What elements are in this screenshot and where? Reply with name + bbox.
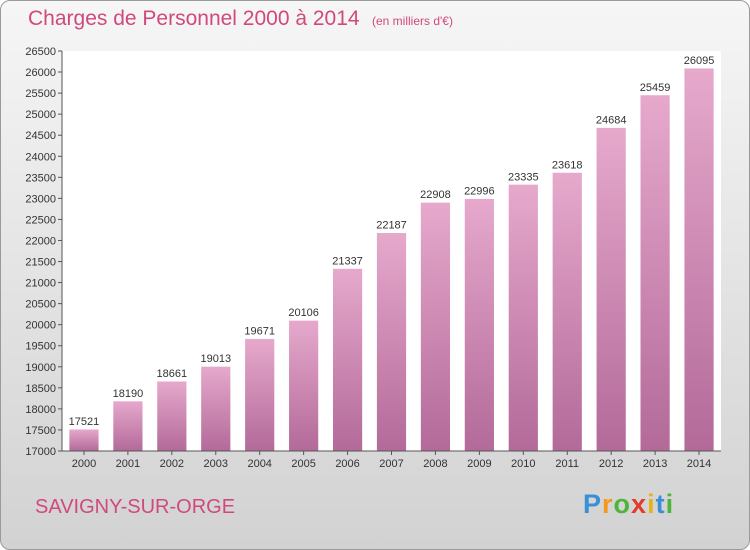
x-tick-label: 2004 bbox=[247, 458, 271, 470]
bar bbox=[683, 67, 715, 452]
bar-value-label: 22187 bbox=[376, 220, 407, 232]
x-tick-label: 2006 bbox=[335, 458, 359, 470]
bar-value-label: 24684 bbox=[596, 114, 627, 126]
y-tick-label: 23500 bbox=[25, 172, 56, 184]
proxiti-logo: Proxiti bbox=[583, 489, 674, 520]
bar-value-label: 20106 bbox=[288, 307, 319, 319]
x-tick-label: 2013 bbox=[643, 458, 667, 470]
bar bbox=[288, 319, 320, 452]
bar-value-label: 18661 bbox=[157, 368, 188, 380]
x-tick-label: 2010 bbox=[511, 458, 535, 470]
x-tick-label: 2001 bbox=[116, 458, 140, 470]
x-tick-label: 2002 bbox=[160, 458, 184, 470]
y-tick-label: 19500 bbox=[25, 341, 56, 353]
bar bbox=[244, 338, 276, 452]
x-tick-label: 2007 bbox=[379, 458, 403, 470]
bar bbox=[68, 428, 100, 452]
x-tick-label: 2003 bbox=[204, 458, 228, 470]
bar bbox=[200, 365, 232, 452]
bar-value-label: 17521 bbox=[69, 416, 100, 428]
bar-value-label: 25459 bbox=[640, 82, 671, 94]
y-tick-label: 19000 bbox=[25, 362, 56, 374]
bar bbox=[551, 171, 583, 452]
y-tick-label: 17500 bbox=[25, 425, 56, 437]
bar-value-label: 23618 bbox=[552, 159, 583, 171]
place-name: SAVIGNY-SUR-ORGE bbox=[35, 496, 236, 518]
y-tick-label: 21000 bbox=[25, 278, 56, 290]
bar bbox=[639, 94, 671, 452]
x-tick-label: 2014 bbox=[687, 458, 711, 470]
chart-title: Charges de Personnel 2000 à 2014 bbox=[28, 7, 360, 30]
logo-letter: i bbox=[665, 489, 675, 519]
bar-value-label: 21337 bbox=[332, 255, 363, 267]
bar bbox=[595, 127, 627, 452]
y-tick-label: 25500 bbox=[25, 88, 56, 100]
bar bbox=[420, 201, 451, 452]
y-tick-label: 26500 bbox=[25, 46, 56, 58]
logo-letter: r bbox=[602, 489, 614, 519]
bar-value-label: 19671 bbox=[244, 326, 275, 338]
y-tick-label: 25000 bbox=[25, 109, 56, 121]
y-tick-label: 20500 bbox=[25, 299, 56, 311]
bar-value-label: 22996 bbox=[464, 186, 495, 198]
y-tick-label: 17000 bbox=[25, 446, 56, 458]
y-tick-label: 20000 bbox=[25, 320, 56, 332]
chart-subtitle: (en milliers d'€) bbox=[372, 14, 453, 28]
y-tick-label: 23000 bbox=[25, 193, 56, 205]
y-tick-label: 22500 bbox=[25, 214, 56, 226]
bar-value-label: 22908 bbox=[420, 189, 451, 201]
logo-letter: t bbox=[655, 489, 666, 519]
bar-value-label: 19013 bbox=[200, 353, 231, 365]
x-tick-label: 2005 bbox=[291, 458, 315, 470]
bar bbox=[376, 232, 407, 452]
bar-value-label: 23335 bbox=[508, 171, 539, 183]
bar-value-label: 18190 bbox=[113, 388, 144, 400]
x-tick-label: 2009 bbox=[467, 458, 491, 470]
logo-letter: o bbox=[613, 489, 632, 519]
bar bbox=[507, 183, 539, 452]
y-tick-label: 21500 bbox=[25, 257, 56, 269]
logo-letter: i bbox=[647, 489, 656, 519]
y-tick-label: 18500 bbox=[25, 383, 56, 395]
bar bbox=[332, 267, 363, 452]
bar bbox=[463, 198, 495, 452]
x-tick-label: 2011 bbox=[555, 458, 579, 470]
y-tick-label: 24000 bbox=[25, 151, 56, 163]
x-tick-label: 2000 bbox=[72, 458, 96, 470]
logo-letter: x bbox=[631, 489, 648, 519]
bar bbox=[156, 380, 188, 452]
y-tick-label: 18000 bbox=[25, 404, 56, 416]
y-tick-label: 26000 bbox=[25, 67, 56, 79]
y-tick-label: 22000 bbox=[25, 235, 56, 247]
logo-letter: P bbox=[583, 489, 603, 519]
x-tick-label: 2012 bbox=[599, 458, 623, 470]
x-tick-label: 2008 bbox=[423, 458, 447, 470]
bar-value-label: 26095 bbox=[684, 55, 715, 67]
bar bbox=[112, 400, 144, 452]
y-tick-label: 24500 bbox=[25, 130, 56, 142]
